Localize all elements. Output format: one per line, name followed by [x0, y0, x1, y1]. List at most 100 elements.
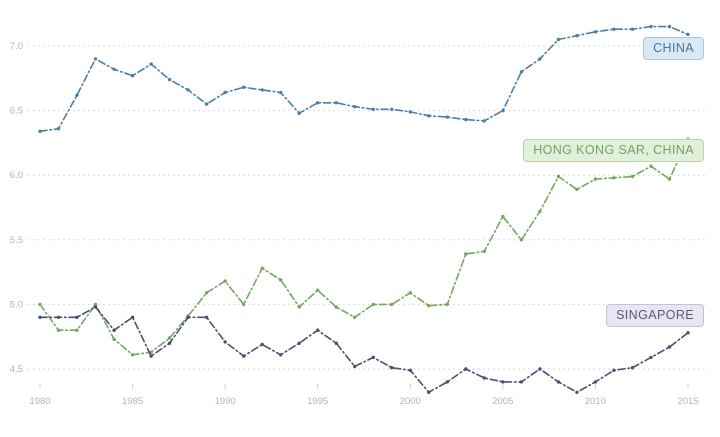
data-point-singapore-1990	[223, 340, 227, 344]
data-point-singapore-1980	[38, 315, 42, 319]
y-tick-label: 5.0	[10, 299, 23, 310]
data-point-china-1990	[223, 90, 227, 95]
x-axis-labels: 1980 1985 1990 1995 2000 2005 2010 2015	[29, 384, 699, 407]
data-point-china-2015	[686, 32, 690, 37]
x-tick-label: 1980	[29, 396, 50, 407]
y-tick-label: 4.5	[10, 364, 23, 375]
gridlines	[28, 45, 707, 370]
data-point-hong-kong-sar-china-2000	[408, 291, 412, 295]
data-point-china-1982	[75, 93, 79, 97]
data-point-singapore-1993	[279, 353, 283, 357]
data-point-singapore-2006	[519, 380, 524, 384]
data-point-singapore-2013	[649, 355, 653, 360]
data-point-china-1986	[149, 62, 153, 66]
data-point-china-1997	[353, 105, 357, 109]
data-point-hong-kong-sar-china-1998	[371, 302, 375, 307]
data-point-singapore-1994	[297, 341, 301, 345]
data-point-singapore-1987	[167, 341, 172, 345]
data-point-china-2006	[519, 70, 524, 74]
data-point-singapore-2003	[464, 367, 468, 371]
series-line-hong-kong-sar-china	[39, 138, 689, 356]
data-point-singapore-2008	[556, 380, 561, 384]
data-point-hong-kong-sar-china-2006	[519, 238, 524, 242]
data-point-singapore-1989	[204, 315, 209, 319]
x-tick-label: 1995	[307, 396, 328, 407]
y-tick-label: 6.0	[10, 170, 23, 181]
series-label-singapore[interactable]: SINGAPORE	[606, 304, 704, 327]
data-point-hong-kong-sar-china-1984	[112, 337, 116, 341]
data-point-china-1996	[334, 101, 338, 105]
series-label-china[interactable]: CHINA	[643, 37, 704, 60]
series-line-singapore	[39, 306, 689, 394]
data-point-hong-kong-sar-china-1987	[167, 336, 172, 340]
data-point-singapore-2000	[408, 368, 412, 372]
data-point-china-1981	[56, 127, 61, 131]
series-singapore	[38, 305, 690, 394]
data-point-china-2000	[408, 110, 412, 114]
data-point-hong-kong-sar-china-1995	[316, 288, 320, 292]
data-point-china-2008	[556, 37, 561, 42]
data-point-singapore-1984	[112, 328, 116, 332]
data-point-china-1991	[242, 85, 246, 90]
data-point-singapore-1996	[334, 341, 338, 345]
x-tick-label: 2015	[677, 396, 698, 407]
data-point-china-2013	[649, 24, 653, 29]
x-tick-label: 1985	[122, 396, 143, 407]
data-point-china-2011	[612, 27, 616, 31]
series-china	[38, 24, 690, 133]
data-point-singapore-2015	[686, 331, 690, 335]
data-point-china-2012	[630, 27, 635, 31]
data-point-singapore-2002	[445, 380, 449, 384]
data-point-china-2003	[464, 117, 468, 122]
data-point-china-1987	[167, 77, 172, 82]
data-point-hong-kong-sar-china-2008	[556, 174, 561, 179]
data-point-hong-kong-sar-china-2003	[464, 252, 468, 256]
data-point-hong-kong-sar-china-1996	[334, 305, 338, 309]
data-point-hong-kong-sar-china-1997	[353, 315, 357, 319]
data-point-hong-kong-sar-china-2004	[482, 249, 486, 254]
data-point-china-1988	[186, 88, 190, 92]
x-tick-label: 2005	[492, 396, 513, 407]
data-point-china-2005	[501, 108, 505, 113]
data-point-singapore-1991	[242, 354, 246, 358]
data-point-china-2009	[575, 34, 579, 38]
x-tick-label: 1990	[215, 396, 236, 407]
data-point-singapore-2007	[538, 367, 542, 371]
data-point-china-2002	[445, 115, 449, 119]
data-point-singapore-2014	[667, 345, 672, 349]
data-point-china-1989	[204, 102, 209, 106]
data-point-hong-kong-sar-china-2011	[612, 176, 616, 180]
data-point-china-1992	[260, 88, 264, 92]
data-point-hong-kong-sar-china-2014	[667, 177, 672, 181]
data-point-hong-kong-sar-china-1980	[38, 302, 42, 307]
series-lines	[38, 24, 690, 394]
data-point-china-1985	[130, 74, 135, 78]
data-point-hong-kong-sar-china-2012	[630, 174, 635, 179]
data-point-hong-kong-sar-china-1983	[93, 302, 98, 307]
data-point-hong-kong-sar-china-2002	[445, 302, 449, 307]
data-point-singapore-2011	[612, 368, 616, 372]
y-tick-label: 7.0	[10, 41, 23, 52]
data-point-hong-kong-sar-china-2007	[538, 209, 542, 214]
data-point-singapore-2005	[501, 380, 505, 384]
data-point-china-2001	[427, 114, 431, 118]
data-point-singapore-1999	[390, 366, 394, 370]
data-point-hong-kong-sar-china-1989	[204, 291, 209, 295]
data-point-singapore-2009	[575, 390, 579, 394]
data-point-hong-kong-sar-china-1985	[130, 353, 135, 357]
data-point-singapore-1985	[130, 315, 135, 319]
data-point-singapore-2012	[630, 366, 635, 370]
data-point-china-1993	[279, 90, 283, 95]
data-point-hong-kong-sar-china-1999	[390, 302, 394, 307]
data-point-china-1980	[38, 129, 42, 133]
data-point-hong-kong-sar-china-2005	[501, 214, 505, 219]
data-point-china-1984	[112, 67, 116, 72]
y-tick-label: 5.5	[10, 235, 23, 246]
series-label-hong-kong-sar-china[interactable]: HONG KONG SAR, CHINA	[523, 139, 704, 162]
data-point-china-1998	[371, 107, 375, 112]
data-point-china-1995	[316, 101, 320, 105]
data-point-china-2014	[667, 24, 672, 29]
series-hong-kong-sar-china	[38, 137, 690, 357]
